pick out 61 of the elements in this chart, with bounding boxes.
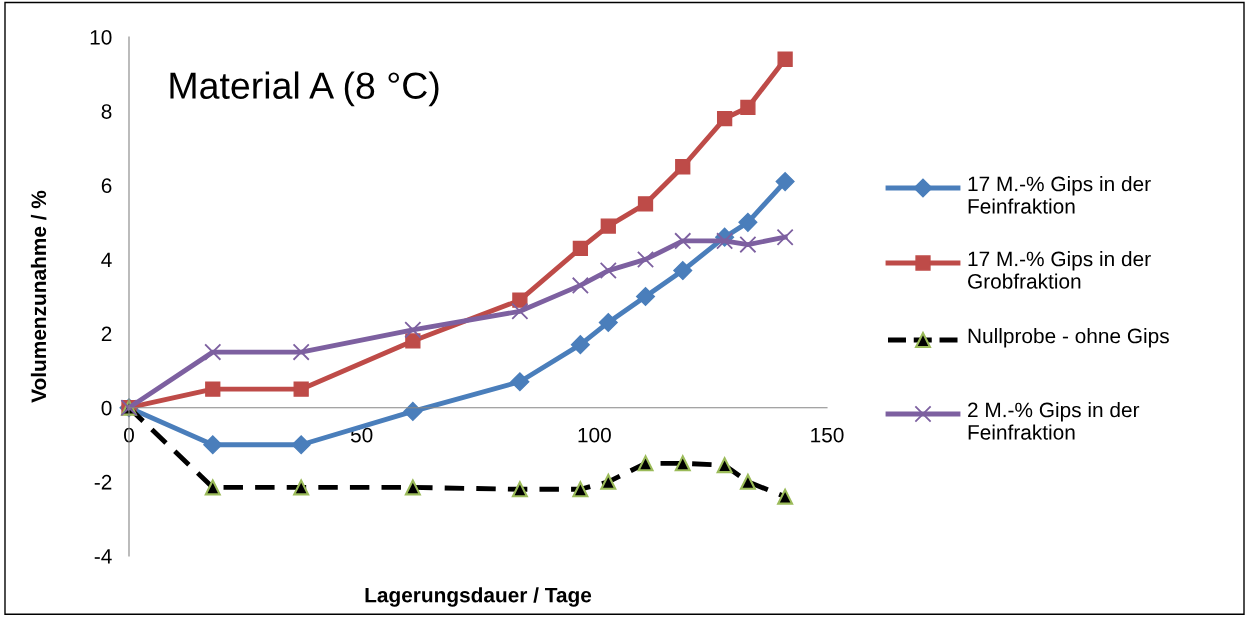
point [777,488,794,505]
point [572,240,589,256]
point [637,196,654,212]
point [403,401,423,421]
y-tick-label: 6 [101,178,112,194]
point [716,232,734,250]
point [510,372,530,392]
point [775,172,795,192]
point [636,250,655,268]
point [511,302,529,320]
point [570,335,590,355]
y-tick-label: 8 [101,104,112,119]
point [738,212,758,232]
x-tick-label: 150 [811,427,844,443]
point [674,232,692,250]
legend-label: 2 M.-% Gips in der Feinfraktion [968,402,1140,440]
point [675,159,691,175]
point [204,479,221,496]
point [600,218,616,234]
point [599,262,617,280]
x-tick-label: 100 [578,427,611,443]
point [293,381,309,397]
y-tick-label: 2 [101,326,112,342]
point [405,333,421,349]
point [572,481,589,498]
point [292,343,310,361]
point [716,110,733,127]
y-tick-label: 4 [101,252,112,267]
point [600,473,617,490]
y-tick-label: -2 [94,474,112,490]
point [291,435,311,455]
point [571,276,589,294]
legend-label: 17 M.-% Gips in der Grobfraktion [968,251,1151,289]
point [203,435,223,455]
y-tick-label: 0 [101,400,112,416]
point [635,286,656,307]
point [776,228,794,246]
point [598,312,618,332]
point [674,455,691,472]
point [204,343,222,361]
point [512,292,528,308]
annotation: Material A (8 °C) [170,71,439,107]
point [205,381,221,397]
point [716,457,733,474]
point [740,99,756,116]
y-tick-label: -4 [94,549,112,564]
x-tick-label: 0 [124,427,134,443]
point [293,479,310,496]
point [637,455,654,472]
legend-label: 17 M.-% Gips in der Feinfraktion [968,176,1151,214]
point [739,236,757,254]
point [739,473,756,490]
y-axis-title: Volumenzunahme / % [30,190,47,403]
x-axis-title: Lagerungsdauer / Tage [365,587,592,607]
point [511,481,528,498]
point [673,261,693,281]
point [404,479,421,496]
legend-label: Nullprobe - ohne Gips [968,328,1169,348]
point [404,321,422,339]
y-tick-label: 10 [90,30,112,45]
point [777,51,793,67]
